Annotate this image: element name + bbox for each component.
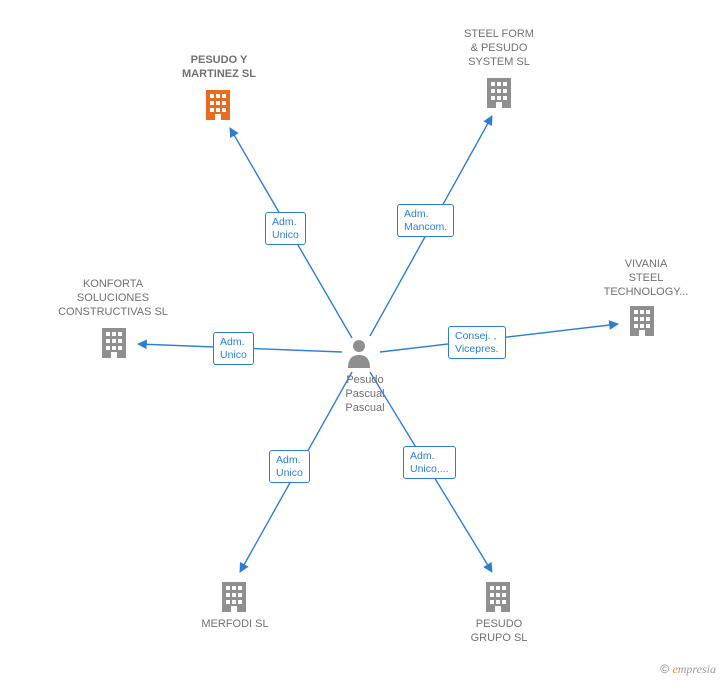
copyright: © empresia (660, 662, 716, 677)
building-icon (485, 76, 513, 108)
company-label: VIVANIA STEEL TECHNOLOGY... (586, 258, 706, 299)
company-label: KONFORTA SOLUCIONES CONSTRUCTIVAS SL (38, 278, 188, 319)
copyright-symbol: © (660, 662, 669, 676)
person-icon (346, 338, 372, 368)
building-icon (484, 580, 512, 612)
building-icon (100, 326, 128, 358)
diagram-canvas: PESUDO Y MARTINEZ SL STEEL FORM & PESUDO… (0, 0, 728, 685)
building-icon (628, 304, 656, 336)
edge-label: Adm. Unico (213, 332, 254, 365)
company-label: PESUDO GRUPO SL (454, 618, 544, 646)
company-label: MERFODI SL (190, 618, 280, 632)
building-icon (204, 88, 232, 120)
edge-label: Consej. , Vicepres. (448, 326, 506, 359)
edge-label: Adm. Mancom. (397, 204, 454, 237)
edge-label: Adm. Unico (265, 212, 306, 245)
center-person-label: Pesudo Pascual Pascual (340, 374, 390, 415)
brand-rest: mpresia (678, 662, 716, 676)
company-label: PESUDO Y MARTINEZ SL (164, 54, 274, 82)
edge-label: Adm. Unico (269, 450, 310, 483)
company-label: STEEL FORM & PESUDO SYSTEM SL (444, 28, 554, 69)
building-icon (220, 580, 248, 612)
edge-label: Adm. Unico,... (403, 446, 456, 479)
